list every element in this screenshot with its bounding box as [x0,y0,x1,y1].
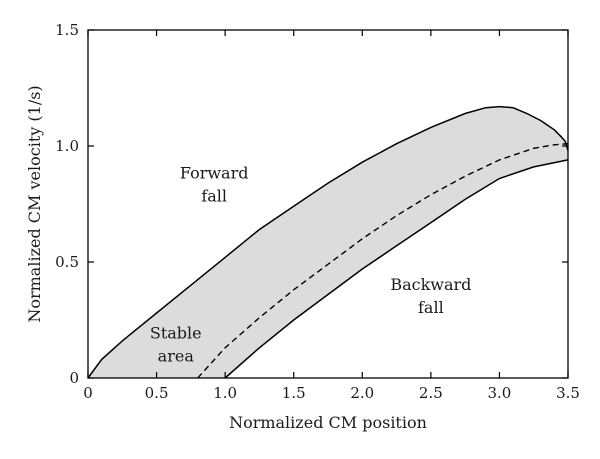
x-tick-label: 2.5 [419,384,443,402]
y-tick-label: 0 [69,369,79,387]
y-axis-label: Normalized CM velocity (1/s) [25,85,44,322]
x-tick-label: 1.0 [213,384,237,402]
annotation-line: Backward [390,275,471,294]
dashed-trajectory-line [197,143,569,379]
annotation-backward-fall: Backward fall [390,275,471,317]
plot-frame [87,29,569,379]
annotation-line: area [158,347,195,366]
annotation-line: Stable [150,324,202,343]
stable-area-fill [88,106,568,378]
upper-boundary-line [87,105,569,379]
x-tick-label: 3.0 [487,384,511,402]
annotations: Forward fall Backward fall Stable area [150,163,472,365]
x-tick-label: 1.5 [282,384,306,402]
x-tick-label: 0 [83,384,93,402]
lower-boundary-line [224,159,569,379]
annotation-stable-area: Stable area [150,324,202,366]
y-axis-ticks: 0 0.5 1.0 1.5 [55,21,568,387]
x-tick-label: 0.5 [145,384,169,402]
x-tick-label: 3.5 [556,384,580,402]
y-tick-label: 1.0 [55,137,79,155]
y-tick-label: 0.5 [55,253,79,271]
x-tick-label: 2.0 [350,384,374,402]
series-layer [87,105,569,379]
annotation-forward-fall: Forward fall [180,163,249,205]
y-tick-label: 1.5 [55,21,79,39]
annotation-line: fall [201,186,227,205]
annotation-line: fall [418,298,444,317]
annotation-line: Forward [180,163,249,182]
x-axis-label: Normalized CM position [229,413,427,432]
x-axis-ticks: 0 0.5 1.0 1.5 2.0 2.5 3.0 3.5 [83,30,580,402]
